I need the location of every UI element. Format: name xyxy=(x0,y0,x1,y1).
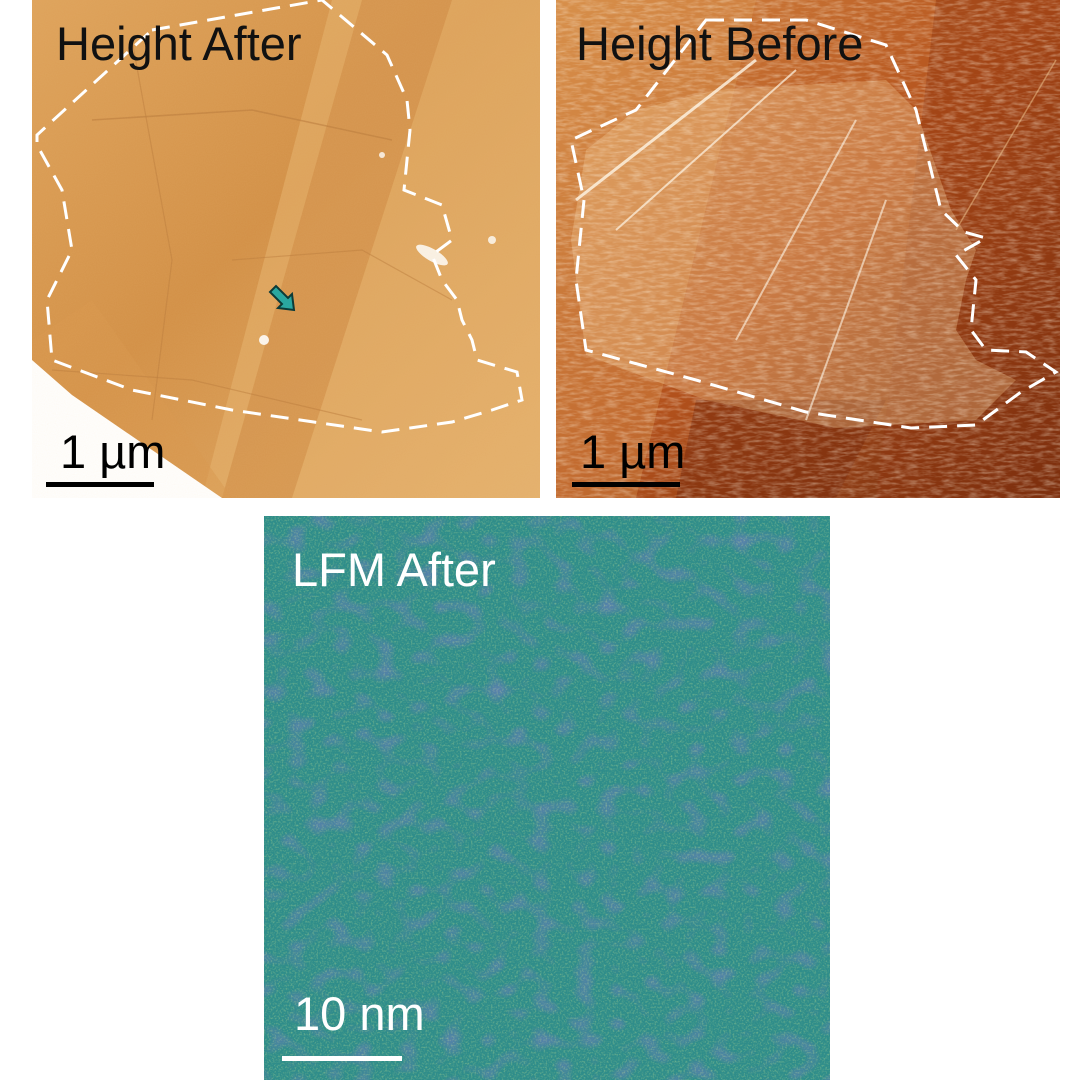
lfm-after-image xyxy=(264,516,830,1080)
height-after-title: Height After xyxy=(56,17,302,70)
height-before-scale-label: 1 µm xyxy=(580,425,686,478)
height-after-scale-label: 1 µm xyxy=(60,425,166,478)
arrow-down-right-icon xyxy=(268,284,296,312)
lfm-after-scale-bar xyxy=(282,1056,402,1061)
height-before-scale-bar xyxy=(572,482,680,487)
lfm-after-scale-label: 10 nm xyxy=(294,987,425,1040)
height-before-title: Height Before xyxy=(576,17,864,70)
lfm-after-title: LFM After xyxy=(292,543,496,596)
height-after-scale-bar xyxy=(46,482,154,487)
lfm-after-panel: LFM After 10 nm xyxy=(264,516,830,1080)
height-before-panel: Height Before 1 µm xyxy=(556,0,1060,498)
height-before-image xyxy=(556,0,1060,498)
height-after-image xyxy=(32,0,540,498)
height-after-panel: Height After 1 µm xyxy=(32,0,540,498)
